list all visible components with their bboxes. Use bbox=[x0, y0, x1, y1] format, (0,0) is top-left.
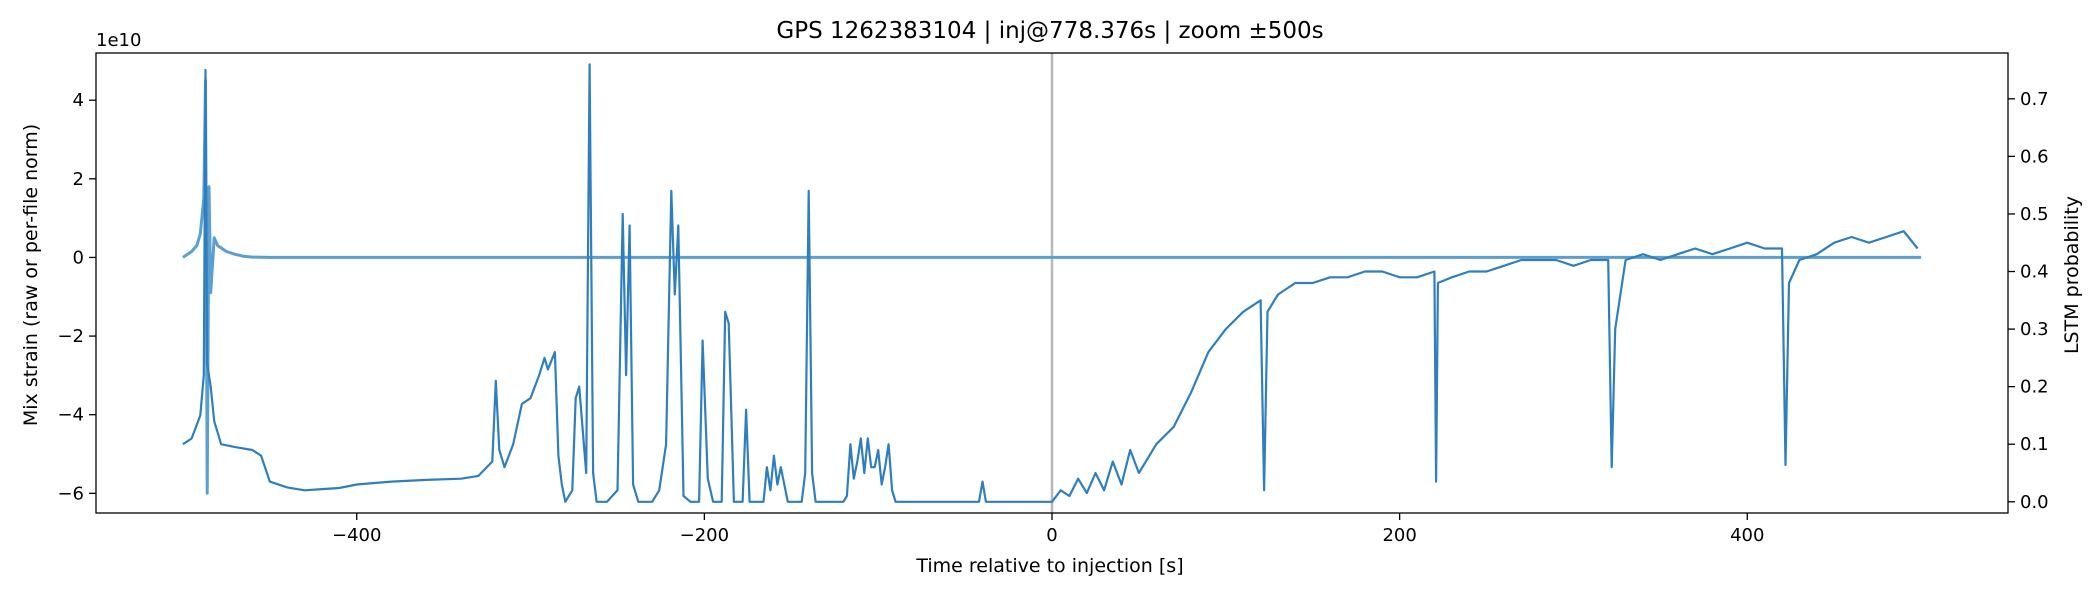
x-tick-label: 0 bbox=[1046, 525, 1057, 546]
series-layer bbox=[182, 63, 1922, 503]
right-tick-label: 0.6 bbox=[2020, 146, 2049, 167]
left-tick-label: −4 bbox=[57, 405, 84, 426]
right-tick-label: 0.1 bbox=[2020, 434, 2049, 455]
left-tick-label: −2 bbox=[57, 326, 84, 347]
right-axis-ticks: 0.0 0.1 0.2 0.3 0.4 0.5 0.6 0.7 bbox=[2008, 89, 2049, 513]
series-line-lstm-probability bbox=[182, 63, 1919, 503]
left-offset-text: 1e10 bbox=[96, 30, 141, 51]
right-tick-label: 0.3 bbox=[2020, 319, 2049, 340]
left-tick-label: 0 bbox=[73, 247, 84, 268]
x-tick-label: 200 bbox=[1382, 525, 1416, 546]
right-tick-label: 0.0 bbox=[2020, 492, 2049, 513]
x-tick-label: 400 bbox=[1730, 525, 1764, 546]
x-axis-ticks: −400 −200 0 200 400 bbox=[332, 513, 1764, 546]
left-tick-label: −6 bbox=[57, 483, 84, 504]
left-tick-label: 4 bbox=[73, 90, 84, 111]
right-axis-label: LSTM probability bbox=[2061, 196, 2083, 354]
left-axis-ticks: −6 −4 −2 0 2 4 bbox=[57, 90, 96, 504]
right-tick-label: 0.5 bbox=[2020, 204, 2049, 225]
right-tick-label: 0.7 bbox=[2020, 89, 2049, 110]
chart-title: GPS 1262383104 | inj@778.376s | zoom ±50… bbox=[776, 18, 1323, 44]
plot-frame bbox=[95, 52, 2009, 514]
x-axis-label: Time relative to injection [s] bbox=[915, 555, 1183, 577]
left-tick-label: 2 bbox=[73, 169, 84, 190]
x-tick-label: −200 bbox=[680, 525, 729, 546]
right-tick-label: 0.2 bbox=[2020, 377, 2049, 398]
x-tick-label: −400 bbox=[332, 525, 381, 546]
left-axis-label: Mix strain (raw or per-file norm) bbox=[20, 124, 42, 426]
right-tick-label: 0.4 bbox=[2020, 262, 2049, 283]
